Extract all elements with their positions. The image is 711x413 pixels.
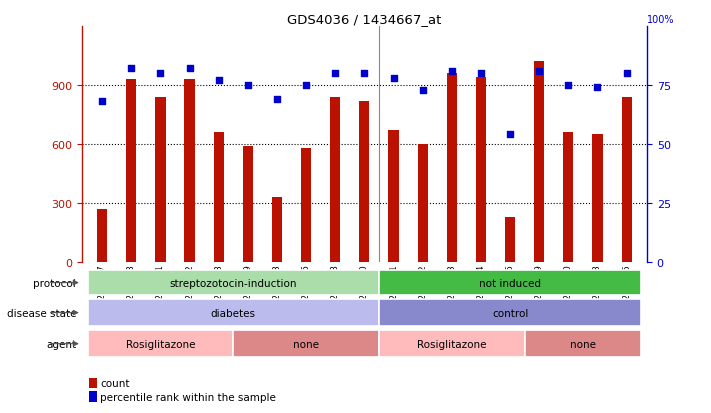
Text: Rosiglitazone: Rosiglitazone	[126, 339, 196, 349]
Bar	[379, 271, 641, 295]
Point	[621, 71, 632, 77]
Bar	[388, 131, 399, 262]
Point	[97, 99, 108, 105]
Bar	[505, 217, 515, 262]
Bar	[447, 74, 457, 262]
Text: count: count	[100, 378, 129, 388]
Point	[155, 71, 166, 77]
Point	[475, 71, 486, 77]
Text: diabetes: diabetes	[210, 308, 256, 318]
Bar	[379, 330, 525, 357]
Text: agent: agent	[46, 339, 76, 349]
Text: none: none	[293, 339, 319, 349]
Bar	[563, 133, 574, 262]
Bar	[213, 133, 224, 262]
Text: none: none	[570, 339, 596, 349]
Point	[359, 71, 370, 77]
Bar	[184, 80, 195, 262]
Bar	[97, 209, 107, 262]
Title: GDS4036 / 1434667_at: GDS4036 / 1434667_at	[287, 13, 442, 26]
Bar	[233, 330, 379, 357]
Bar	[272, 197, 282, 262]
Point	[562, 83, 574, 89]
Bar	[87, 299, 379, 326]
Bar	[592, 135, 603, 262]
Point	[242, 83, 254, 89]
Text: Rosiglitazone: Rosiglitazone	[417, 339, 486, 349]
Text: disease state: disease state	[6, 308, 76, 318]
Point	[533, 68, 545, 75]
Bar	[301, 148, 311, 262]
Bar	[621, 97, 631, 262]
Bar	[534, 62, 545, 262]
Bar	[417, 145, 428, 262]
Point	[417, 87, 428, 94]
Bar	[242, 147, 253, 262]
Point	[592, 85, 603, 91]
Text: percentile rank within the sample: percentile rank within the sample	[100, 392, 276, 402]
Bar	[87, 271, 379, 295]
Point	[301, 83, 312, 89]
Bar	[126, 80, 137, 262]
Point	[504, 132, 515, 138]
Point	[184, 66, 196, 73]
Bar	[476, 78, 486, 262]
Bar	[87, 330, 233, 357]
Bar	[525, 330, 641, 357]
Text: 100%: 100%	[647, 14, 675, 24]
Point	[330, 71, 341, 77]
Bar	[155, 97, 166, 262]
Text: not induced: not induced	[479, 278, 541, 288]
Bar	[330, 97, 341, 262]
Point	[387, 75, 399, 82]
Bar	[359, 102, 370, 262]
Bar	[379, 299, 641, 326]
Point	[213, 78, 225, 84]
Text: protocol: protocol	[33, 278, 76, 288]
Point	[126, 66, 137, 73]
Text: control: control	[492, 308, 528, 318]
Point	[272, 97, 283, 103]
Point	[446, 68, 457, 75]
Text: streptozotocin-induction: streptozotocin-induction	[169, 278, 297, 288]
